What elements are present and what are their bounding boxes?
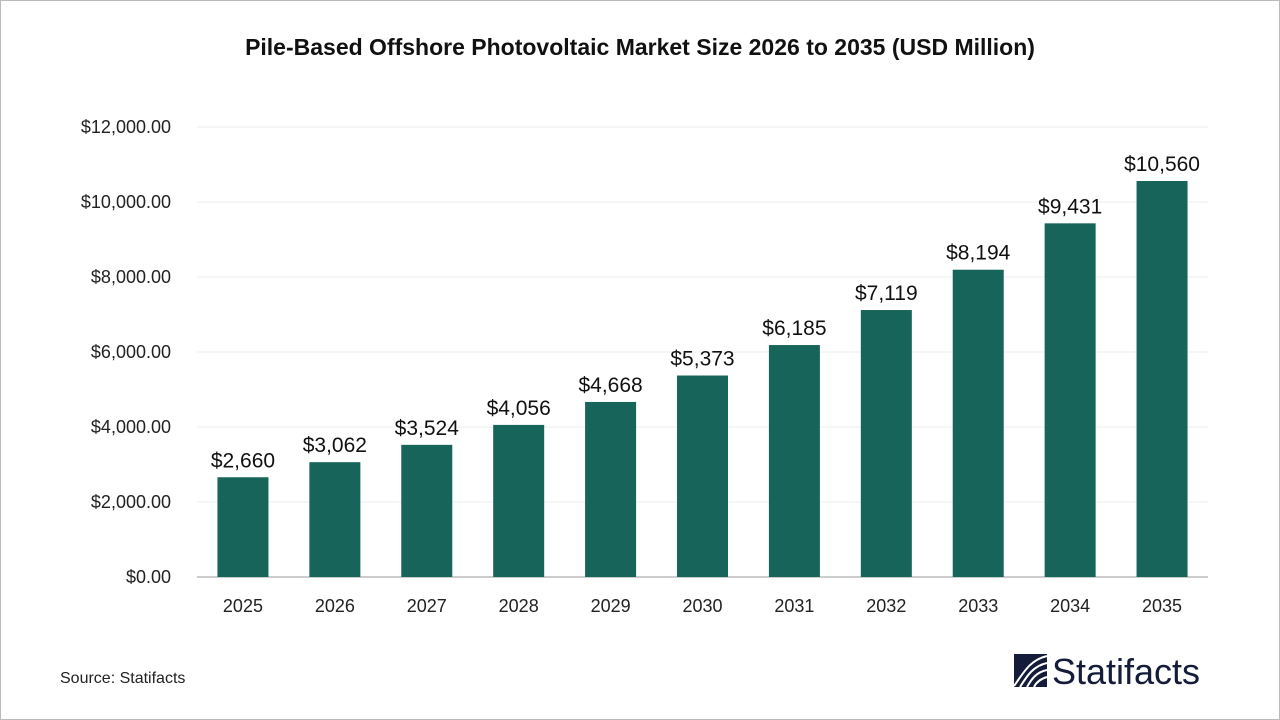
bar-2035 (1136, 181, 1188, 577)
gridlines (197, 126, 1208, 578)
data-label: $9,431 (1038, 195, 1102, 218)
bar-2026 (309, 462, 361, 577)
data-label: $2,660 (211, 449, 275, 472)
y-tick-label: $8,000.00 (91, 267, 171, 287)
data-label: $7,119 (855, 282, 918, 305)
bar-2029 (585, 401, 637, 577)
logo-mark-icon (1013, 654, 1048, 688)
source-note: Source: Statifacts (60, 670, 185, 687)
y-tick-label: $2,000.00 (91, 492, 171, 512)
data-label: $8,194 (946, 242, 1011, 265)
data-label: $4,668 (578, 374, 642, 397)
x-tick-label: 2033 (958, 596, 998, 616)
bar-2027 (401, 444, 453, 577)
bar-2033 (952, 269, 1004, 577)
data-label: $6,185 (762, 317, 826, 340)
chart-title: Pile-Based Offshore Photovoltaic Market … (245, 34, 1035, 60)
x-tick-label: 2029 (591, 596, 631, 616)
bar-2025 (217, 477, 269, 577)
data-label: $5,373 (670, 348, 734, 371)
y-tick-label: $0.00 (126, 567, 171, 587)
y-tick-label: $12,000.00 (81, 117, 171, 137)
data-label: $3,062 (303, 434, 367, 457)
x-axis: 2025 2026 2027 2028 2029 2030 2031 2032 2033 2034… (223, 596, 1182, 616)
bar-2030 (677, 375, 728, 577)
data-label: $3,524 (395, 417, 460, 440)
bar-2032 (860, 310, 912, 577)
data-label: $10,560 (1124, 153, 1200, 176)
y-tick-label: $10,000.00 (81, 192, 171, 212)
x-tick-label: 2031 (774, 596, 814, 616)
x-tick-label: 2030 (682, 596, 722, 616)
data-label: $4,056 (487, 397, 551, 420)
x-tick-label: 2025 (223, 596, 263, 616)
y-tick-label: $4,000.00 (91, 417, 171, 437)
y-axis: $0.00 $2,000.00 $4,000.00 $6,000.00 $8,000.0… (81, 117, 171, 587)
x-tick-label: 2028 (499, 596, 539, 616)
x-tick-label: 2026 (315, 596, 355, 616)
x-tick-label: 2034 (1050, 596, 1090, 616)
x-tick-label: 2027 (407, 596, 447, 616)
bars: $2,660 $3,062 $3,524 $4,056 $4,668 $5,373 $6,1… (211, 153, 1200, 577)
y-tick-label: $6,000.00 (91, 342, 171, 362)
statifacts-logo: Statifacts (1013, 651, 1200, 692)
bar-2034 (1044, 223, 1096, 577)
bar-2031 (768, 345, 820, 577)
bar-2028 (493, 424, 545, 577)
logo-text: Statifacts (1052, 651, 1200, 692)
x-tick-label: 2032 (866, 596, 906, 616)
x-tick-label: 2035 (1142, 596, 1182, 616)
